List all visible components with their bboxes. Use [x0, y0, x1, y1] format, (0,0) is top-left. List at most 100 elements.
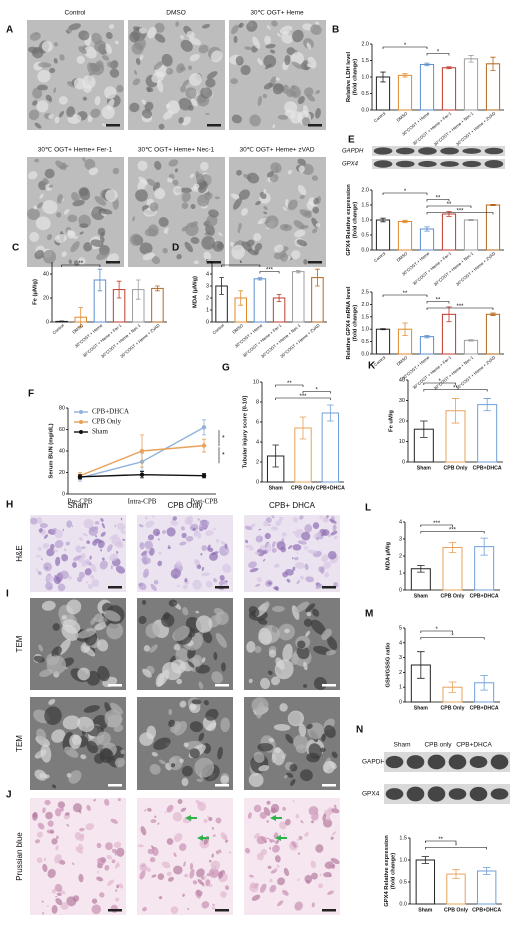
texture: [29, 231, 40, 242]
texture: [88, 167, 99, 176]
texture: [190, 203, 196, 209]
significance-label: **: [436, 196, 441, 202]
texture: [42, 863, 48, 872]
texture: [50, 528, 57, 533]
y-axis-label: GPX4 Relative expression: [346, 184, 352, 256]
significance-bracket: [382, 192, 428, 195]
texture: [90, 563, 97, 573]
image-title: 30℃ OGT+ Heme+ Fer-1: [38, 147, 113, 154]
blot-band: [440, 161, 459, 167]
texture: [256, 852, 264, 861]
texture: [184, 516, 192, 525]
texture: [304, 524, 313, 533]
y-tick-label: 1.5: [361, 202, 369, 208]
texture: [280, 546, 287, 553]
y-tick-label: 0: [256, 479, 259, 485]
error-bar: [295, 270, 301, 274]
texture: [154, 22, 165, 33]
texture: [277, 114, 289, 120]
texture: [205, 580, 213, 588]
texture: [46, 905, 49, 908]
texture: [235, 56, 244, 66]
texture: [298, 835, 303, 840]
texture: [99, 208, 113, 215]
panel-letter: L: [365, 503, 371, 514]
texture: [303, 259, 308, 265]
texture: [43, 562, 52, 572]
texture: [37, 69, 51, 83]
texture: [55, 835, 59, 840]
texture: [284, 774, 288, 779]
texture: [145, 623, 160, 639]
texture: [264, 63, 272, 70]
error-bar: [424, 226, 430, 232]
texture: [109, 68, 120, 78]
texture: [315, 223, 321, 228]
texture: [253, 751, 265, 763]
bar: [442, 547, 463, 591]
y-tick-label: 2.5: [361, 289, 369, 295]
bar: [477, 404, 498, 463]
texture: [258, 528, 262, 531]
texture: [324, 572, 330, 578]
y-tick-label: 3: [399, 536, 402, 542]
texture: [182, 607, 189, 616]
texture: [114, 524, 116, 528]
y-axis-label: Fe uM/g: [389, 410, 395, 432]
texture: [289, 85, 301, 99]
texture: [210, 50, 223, 63]
texture: [295, 601, 310, 613]
texture: [306, 94, 316, 102]
texture: [44, 799, 51, 806]
texture: [321, 554, 329, 563]
texture: [319, 516, 323, 519]
texture: [197, 879, 204, 885]
error-bar: [490, 204, 496, 206]
texture: [269, 846, 272, 850]
texture: [189, 37, 202, 46]
texture: [57, 801, 66, 809]
texture: [168, 876, 174, 882]
texture: [104, 86, 117, 100]
texture: [144, 101, 154, 111]
texture: [188, 73, 202, 86]
y-tick-label: 40: [399, 377, 405, 383]
texture: [149, 547, 155, 556]
blot-band: [469, 756, 488, 768]
texture: [138, 524, 144, 528]
texture: [212, 903, 215, 906]
texture: [230, 78, 238, 85]
texture: [52, 623, 60, 631]
texture: [38, 528, 43, 533]
error-bar: [299, 416, 307, 440]
texture: [203, 251, 212, 261]
texture: [263, 807, 271, 816]
blot-band: [385, 788, 404, 800]
y-tick-label: 60: [59, 427, 65, 433]
texture: [274, 855, 281, 863]
texture: [104, 709, 122, 728]
texture: [240, 208, 248, 216]
texture: [331, 751, 338, 759]
texture: [195, 664, 211, 674]
bar: [415, 859, 436, 905]
texture: [251, 894, 261, 901]
texture: [206, 873, 210, 877]
y-tick-label: 1.5: [399, 835, 407, 841]
blot-band: [440, 147, 459, 155]
texture: [264, 35, 271, 45]
texture: [200, 891, 203, 894]
texture: [105, 32, 113, 40]
error-bar: [468, 55, 474, 63]
texture: [274, 244, 284, 253]
texture: [265, 542, 272, 553]
row-label: TEM: [15, 635, 24, 652]
texture: [288, 545, 293, 550]
texture: [313, 677, 327, 690]
texture: [270, 803, 280, 813]
texture: [280, 253, 289, 262]
texture: [51, 888, 57, 894]
texture: [321, 628, 332, 641]
texture: [248, 561, 257, 569]
texture: [68, 23, 81, 31]
